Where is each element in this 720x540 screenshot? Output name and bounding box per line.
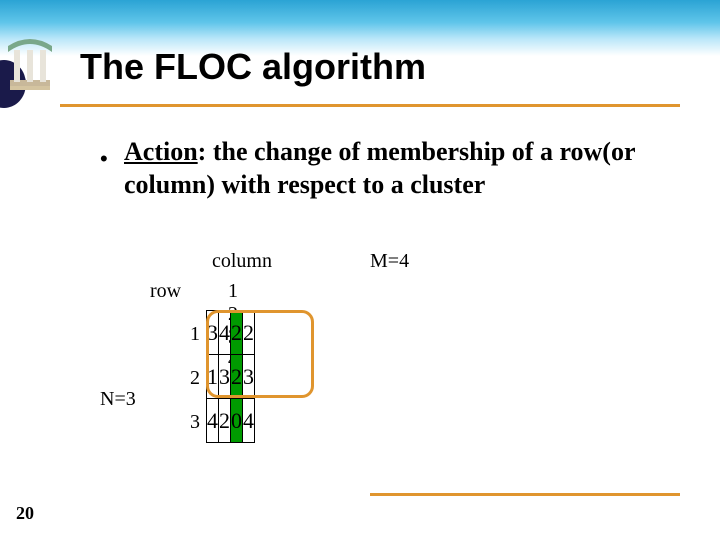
cell: 2: [243, 311, 255, 355]
bullet-rest: : the change of membership of a row(or c…: [124, 137, 635, 199]
cell: 3: [207, 311, 219, 355]
slide-title: The FLOC algorithm: [80, 46, 426, 88]
title-underline: [60, 104, 680, 107]
col-header: 1: [206, 280, 260, 303]
column-label: column: [212, 250, 272, 273]
m-label: M=4: [370, 250, 409, 273]
cell-highlight: 2: [231, 311, 243, 355]
n-label: N=3: [100, 388, 136, 411]
cell: 3: [219, 355, 231, 399]
table-row: 3 4 2 2: [207, 311, 255, 355]
row-header: 1: [184, 312, 200, 356]
cell: 4: [243, 399, 255, 443]
table-row: 4 2 0 4: [207, 399, 255, 443]
bullet-marker: •: [100, 146, 108, 172]
cell-highlight: 2: [231, 355, 243, 399]
cell-highlight: 0: [231, 399, 243, 443]
matrix-grid: 3 4 2 2 1 3 2 3 4 2 0 4: [206, 310, 255, 443]
bullet-item: • Action: the change of membership of a …: [100, 136, 660, 201]
page-number: 20: [16, 503, 34, 524]
logo: [0, 34, 56, 108]
row-headers: 1 2 3: [184, 312, 200, 444]
row-header: 3: [184, 400, 200, 444]
row-label: row: [150, 280, 181, 303]
cell: 3: [243, 355, 255, 399]
cell: 2: [219, 399, 231, 443]
row-header: 2: [184, 356, 200, 400]
cell: 4: [207, 399, 219, 443]
table-row: 1 3 2 3: [207, 355, 255, 399]
cell: 4: [219, 311, 231, 355]
footer-underline: [370, 493, 680, 496]
cell: 1: [207, 355, 219, 399]
action-label: Action: [124, 137, 198, 166]
